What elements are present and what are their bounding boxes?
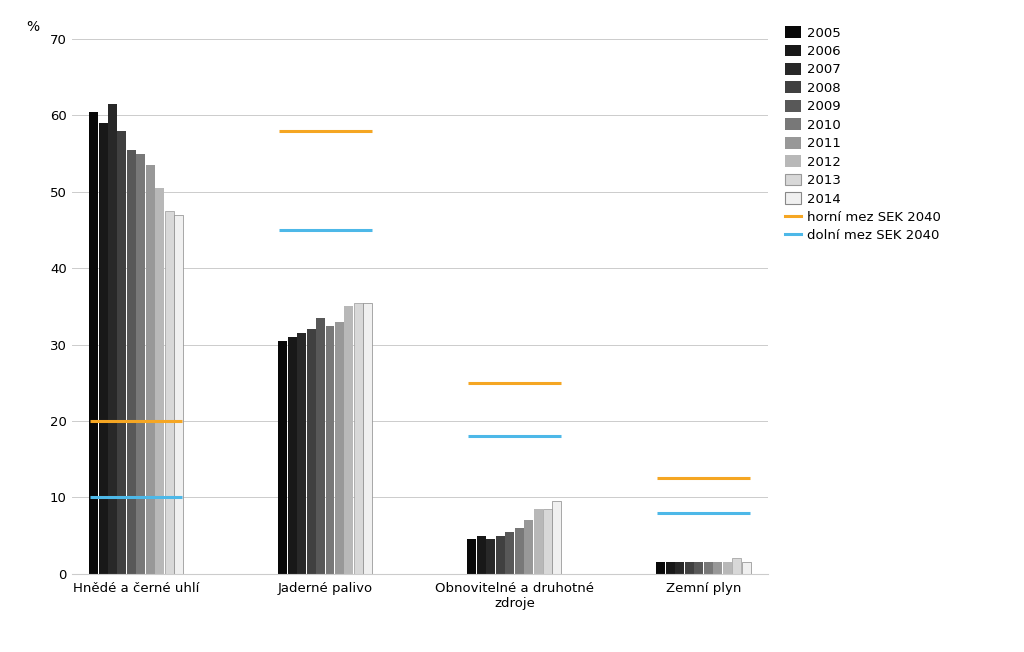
Bar [89,111,98,574]
Bar [524,520,534,574]
Bar [174,215,183,574]
Bar [505,532,514,574]
Bar [364,303,373,574]
Bar [316,318,325,574]
Bar [694,562,703,574]
Bar [127,150,136,574]
Bar [344,306,353,574]
Bar [145,165,155,574]
Bar [297,333,306,574]
Bar [354,303,362,574]
Bar [543,509,552,574]
Bar [108,104,117,574]
Bar [496,535,505,574]
Text: %: % [27,20,40,34]
Bar [326,325,335,574]
Bar [136,154,145,574]
Bar [486,539,496,574]
Bar [156,188,164,574]
Legend: 2005, 2006, 2007, 2008, 2009, 2010, 2011, 2012, 2013, 2014, horní mez SEK 2040, : 2005, 2006, 2007, 2008, 2009, 2010, 2011… [784,26,941,243]
Bar [741,562,751,574]
Bar [477,535,485,574]
Bar [335,321,344,574]
Bar [553,501,561,574]
Bar [467,539,476,574]
Bar [656,562,666,574]
Bar [732,559,741,574]
Bar [279,341,287,574]
Bar [534,509,543,574]
Bar [714,562,722,574]
Bar [666,562,675,574]
Bar [118,131,126,574]
Bar [723,562,732,574]
Bar [515,528,523,574]
Bar [703,562,713,574]
Bar [685,562,694,574]
Bar [165,211,174,574]
Bar [98,123,108,574]
Bar [306,329,315,574]
Bar [288,337,297,574]
Bar [676,562,684,574]
